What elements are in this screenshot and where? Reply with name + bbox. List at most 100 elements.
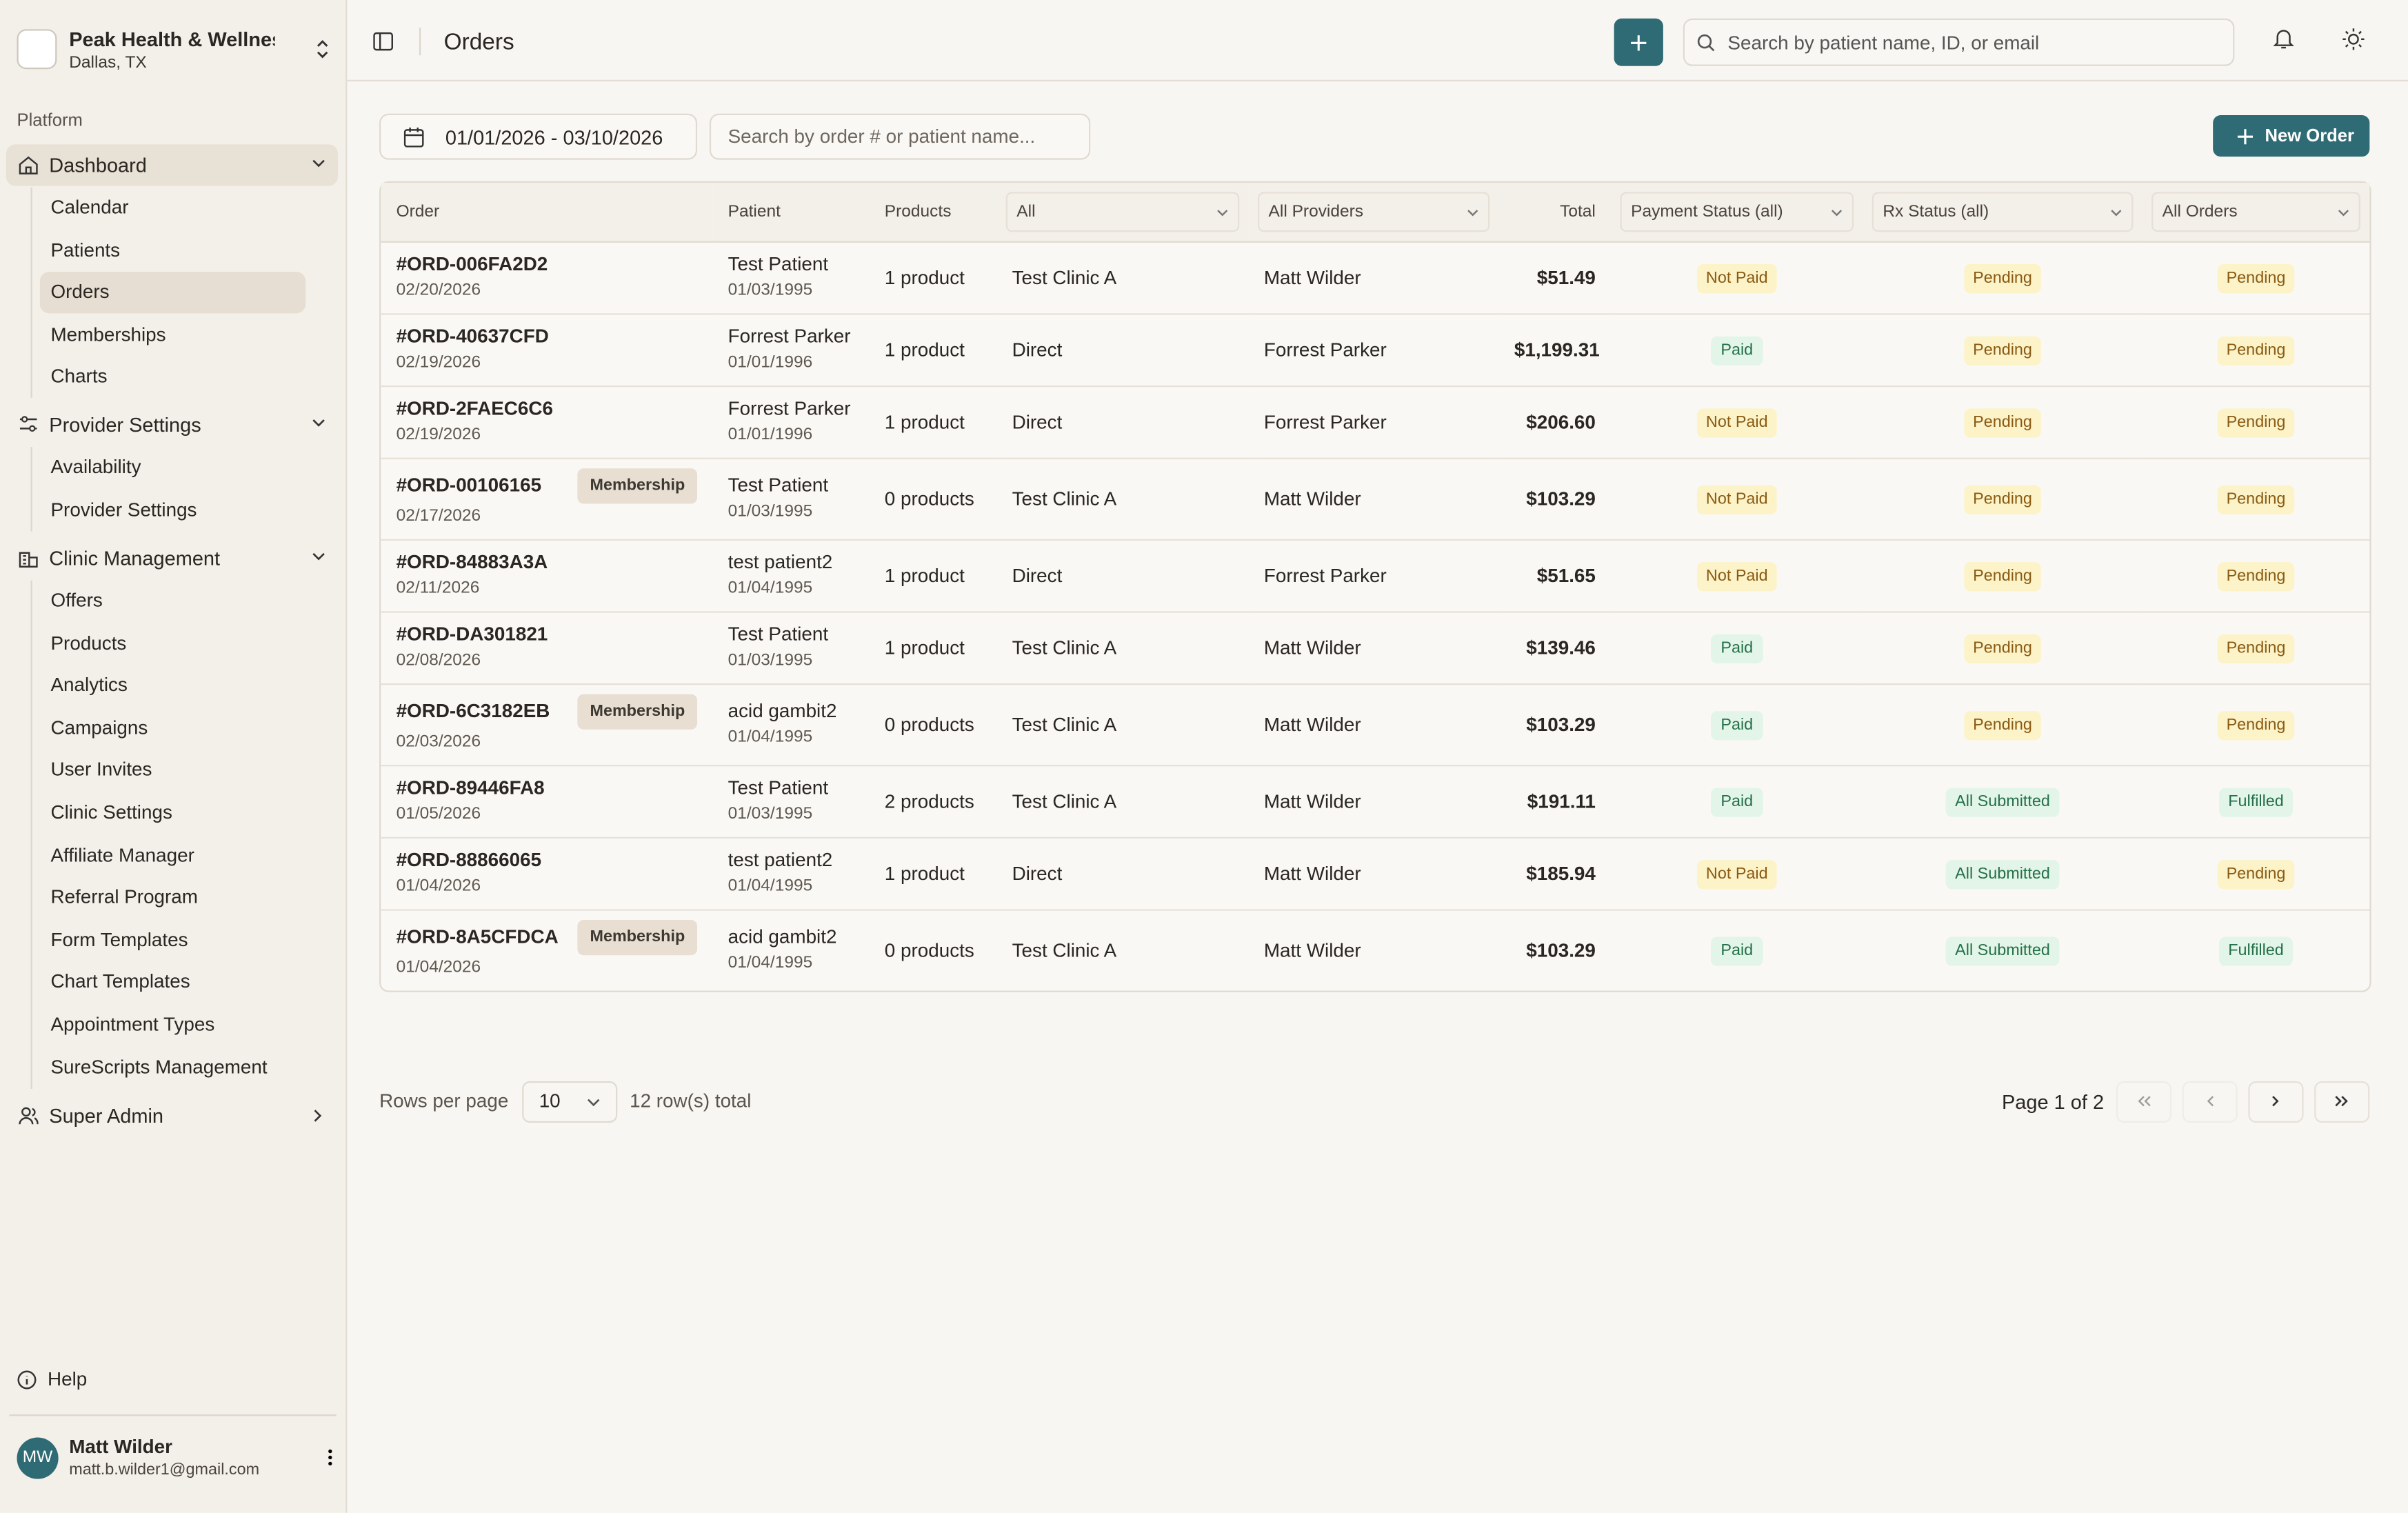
- switch-icon: [315, 39, 330, 60]
- clinic-name: Peak Health & Wellnes: [69, 27, 274, 50]
- patient-cell: acid gambit201/04/1995: [712, 911, 869, 991]
- nav-group[interactable]: Provider Settings: [6, 405, 338, 446]
- last-page[interactable]: [2314, 1081, 2369, 1122]
- order-row[interactable]: #ORD-006FA2D202/20/2026Test Patient01/03…: [381, 243, 2369, 315]
- provider: Matt Wilder: [1249, 839, 1499, 911]
- payment-cell: Not Paid: [1611, 459, 1863, 541]
- order-row[interactable]: #ORD-8A5CFDCAMembership01/04/2026acid ga…: [381, 911, 2369, 991]
- membership-badge: Membership: [578, 468, 697, 503]
- more-icon[interactable]: [327, 1448, 333, 1467]
- order-date: 01/04/2026: [397, 874, 697, 900]
- nav-item[interactable]: Products: [40, 623, 305, 664]
- status-cell: Pending: [2143, 839, 2370, 911]
- nav-item[interactable]: Campaigns: [40, 708, 305, 749]
- order-top: #ORD-40637CFD: [397, 324, 697, 350]
- status-cell: Fulfilled: [2143, 911, 2370, 991]
- status-badge: Fulfilled: [2219, 936, 2293, 965]
- nav-items: CalendarPatientsOrdersMembershipsCharts: [31, 188, 338, 399]
- plus-icon: [1629, 33, 1648, 52]
- order-row[interactable]: #ORD-89446FA801/05/2026Test Patient01/03…: [381, 766, 2369, 839]
- rows-per-page-select[interactable]: 10: [522, 1081, 617, 1122]
- help-icon: [17, 1369, 37, 1389]
- nav-item[interactable]: Chart Templates: [40, 962, 305, 1003]
- user-menu[interactable]: MW Matt Wilder matt.b.wilder1@gmail.com: [17, 1436, 333, 1479]
- patient-name: test patient2: [728, 550, 854, 576]
- nav-item[interactable]: Form Templates: [40, 919, 305, 961]
- order-search[interactable]: Search by order # or patient name...: [710, 114, 1090, 160]
- products: 1 product: [870, 387, 997, 459]
- help-link[interactable]: Help: [17, 1368, 87, 1390]
- first-page[interactable]: [2116, 1081, 2171, 1122]
- sidebar-toggle[interactable]: [373, 32, 393, 51]
- order-row[interactable]: #ORD-6C3182EBMembership02/03/2026acid ga…: [381, 685, 2369, 766]
- patient-cell: test patient201/04/1995: [712, 839, 869, 911]
- nav-item[interactable]: Affiliate Manager: [40, 834, 305, 876]
- order-row[interactable]: #ORD-40637CFD02/19/2026Forrest Parker01/…: [381, 315, 2369, 388]
- status-cell: Pending: [2143, 315, 2370, 388]
- nav-item[interactable]: Appointment Types: [40, 1004, 305, 1045]
- nav-item[interactable]: Provider Settings: [40, 490, 305, 531]
- order-row[interactable]: #ORD-00106165Membership02/17/2026Test Pa…: [381, 459, 2369, 541]
- patient-dob: 01/01/1996: [728, 422, 854, 448]
- date-range-picker[interactable]: 01/01/2026 - 03/10/2026: [379, 114, 697, 160]
- add-button[interactable]: [1614, 19, 1663, 66]
- rx-cell: Pending: [1863, 387, 2142, 459]
- status-cell: Pending: [2143, 685, 2370, 766]
- help-label: Help: [48, 1368, 87, 1390]
- nav-item[interactable]: Memberships: [40, 314, 305, 356]
- chevron: [2110, 208, 2123, 216]
- nav-item[interactable]: Referral Program: [40, 877, 305, 919]
- order-id: #ORD-DA301821: [397, 622, 548, 648]
- avatar: MW: [17, 1436, 58, 1478]
- order-id: #ORD-6C3182EB: [397, 699, 550, 725]
- nav-item[interactable]: Analytics: [40, 665, 305, 707]
- order-row[interactable]: #ORD-84883A3A02/11/2026 test patient201/0…: [381, 541, 2369, 613]
- nav-item[interactable]: Orders: [40, 272, 305, 314]
- search-placeholder: Search by patient name, ID, or email: [1727, 32, 2039, 53]
- nav-item[interactable]: SureScripts Management: [40, 1047, 305, 1088]
- nav-item[interactable]: Availability: [40, 448, 305, 489]
- order-row[interactable]: #ORD-2FAEC6C602/19/2026Forrest Parker01/…: [381, 387, 2369, 459]
- next-page[interactable]: [2248, 1081, 2303, 1122]
- global-search[interactable]: Search by patient name, ID, or email: [1683, 19, 2235, 66]
- notifications[interactable]: [2273, 28, 2294, 50]
- order-row[interactable]: #ORD-DA30182102/08/2026Test Patient01/03…: [381, 613, 2369, 685]
- products: 1 product: [870, 243, 997, 315]
- column-filter[interactable]: All Providers: [1258, 192, 1489, 232]
- total: $103.29: [1499, 685, 1612, 766]
- order-row[interactable]: #ORD-8886606501/04/2026test patient201/0…: [381, 839, 2369, 911]
- nav-group[interactable]: Super Admin: [6, 1094, 338, 1136]
- patient-name: acid gambit2: [728, 699, 854, 725]
- nav-group[interactable]: Clinic Management: [6, 537, 338, 579]
- filter-label: All: [1016, 203, 1035, 221]
- theme-toggle[interactable]: [2342, 28, 2365, 50]
- header-label: Products: [885, 203, 952, 221]
- column-filter[interactable]: Rx Status (all): [1872, 192, 2134, 232]
- nav-group[interactable]: Dashboard: [6, 144, 338, 186]
- payment-cell: Paid: [1611, 911, 1863, 991]
- order-id: #ORD-84883A3A: [397, 550, 548, 576]
- nav-item[interactable]: Calendar: [40, 188, 305, 229]
- provider: Forrest Parker: [1249, 541, 1499, 613]
- patient-cell: acid gambit201/04/1995: [712, 685, 869, 766]
- rx-cell: Pending: [1863, 315, 2142, 388]
- nav-item[interactable]: Patients: [40, 230, 305, 271]
- nav-item[interactable]: Clinic Settings: [40, 792, 305, 834]
- order-date: 02/11/2026: [397, 576, 697, 602]
- nav-item[interactable]: Charts: [40, 357, 305, 399]
- column-filter[interactable]: Payment Status (all): [1621, 192, 1854, 232]
- patient-cell: test patient201/04/1995: [712, 541, 869, 613]
- column-filter[interactable]: All Orders: [2151, 192, 2360, 232]
- products: 1 product: [870, 839, 997, 911]
- column-filter[interactable]: All: [1006, 192, 1240, 232]
- nav-item[interactable]: Offers: [40, 581, 305, 622]
- clinic-switcher[interactable]: Peak Health & Wellnes Dallas, TX: [0, 0, 345, 74]
- prev-page[interactable]: [2183, 1081, 2238, 1122]
- nav-item[interactable]: User Invites: [40, 750, 305, 792]
- new-order-button[interactable]: New Order: [2213, 115, 2369, 157]
- order-cell: #ORD-89446FA801/05/2026: [381, 766, 712, 839]
- header-label: Total: [1560, 203, 1596, 221]
- rx-cell: Pending: [1863, 459, 2142, 541]
- plus-icon: [2238, 129, 2253, 144]
- clinic-logo: [17, 29, 57, 69]
